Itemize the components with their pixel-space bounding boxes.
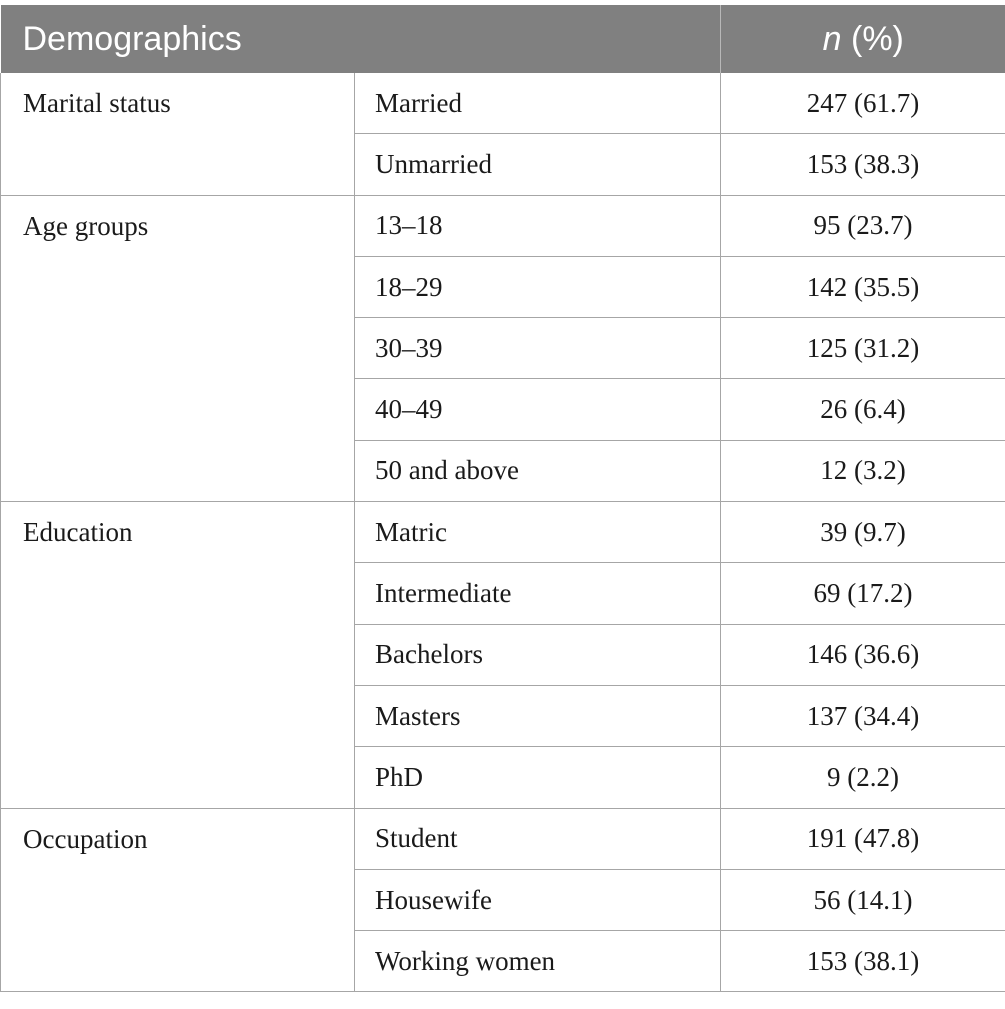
table-body: Marital status Married 247 (61.7) Unmarr… [0, 73, 1005, 993]
table-row: PhD 9 (2.2) [1, 746, 1005, 809]
table-row: Education Matric 39 (9.7) [0, 501, 1005, 809]
row-value: 125 (31.2) [720, 317, 1005, 380]
row-label: Student [354, 808, 721, 870]
row-label: 40–49 [354, 378, 721, 441]
row-value: 247 (61.7) [720, 73, 1005, 135]
row-label: Masters [354, 685, 721, 748]
table-row: 18–29 142 (35.5) [1, 256, 1005, 319]
table-row: 30–39 125 (31.2) [1, 317, 1005, 380]
row-label: Intermediate [354, 562, 721, 625]
row-label: Matric [354, 501, 721, 564]
row-value: 69 (17.2) [720, 562, 1005, 625]
row-value: 153 (38.3) [720, 133, 1005, 196]
row-label: 30–39 [354, 317, 721, 380]
header-n-percent: n (%) [720, 5, 1005, 73]
row-value: 12 (3.2) [720, 440, 1005, 503]
table-row: 40–49 26 (6.4) [1, 378, 1005, 441]
table-row: Housewife 56 (14.1) [1, 869, 1005, 932]
category-marital-status: Marital status [0, 73, 355, 196]
row-label: Working women [354, 930, 721, 993]
table-row: Bachelors 146 (36.6) [1, 624, 1005, 686]
category-education: Education [0, 501, 355, 809]
row-label: 50 and above [354, 440, 721, 503]
category-age-groups: Age groups [0, 195, 355, 503]
table-row: Unmarried 153 (38.3) [1, 133, 1005, 196]
row-value: 95 (23.7) [720, 195, 1005, 257]
row-value: 137 (34.4) [720, 685, 1005, 748]
table-row: 50 and above 12 (3.2) [1, 440, 1005, 503]
header-percent: (%) [841, 19, 904, 58]
header-row: Demographics n (%) [0, 5, 1005, 73]
row-label: Housewife [354, 869, 721, 932]
row-value: 9 (2.2) [720, 746, 1005, 809]
row-label: Married [354, 73, 721, 135]
row-value: 26 (6.4) [720, 378, 1005, 441]
row-value: 142 (35.5) [720, 256, 1005, 319]
demographics-table: Demographics n (%) Marital status Marrie… [0, 5, 1005, 993]
header-demographics: Demographics [0, 5, 721, 73]
header-n: n [822, 19, 842, 58]
table-row: Marital status Married 247 (61.7) [0, 73, 1005, 196]
row-label: PhD [354, 746, 721, 809]
row-label: Bachelors [354, 624, 721, 686]
table-row: Age groups 13–18 95 (23.7) [0, 195, 1005, 503]
row-value: 153 (38.1) [720, 930, 1005, 993]
table-row: Occupation Student 191 (47.8) [0, 808, 1005, 993]
table-row: Working women 153 (38.1) [1, 930, 1005, 993]
category-occupation: Occupation [0, 808, 355, 993]
row-value: 56 (14.1) [720, 869, 1005, 932]
row-value: 39 (9.7) [720, 501, 1005, 564]
row-label: 13–18 [354, 195, 721, 257]
table-row: Intermediate 69 (17.2) [1, 562, 1005, 625]
table-header: Demographics n (%) [0, 5, 1005, 73]
row-value: 191 (47.8) [720, 808, 1005, 870]
row-label: Unmarried [354, 133, 721, 196]
table-row: Masters 137 (34.4) [1, 685, 1005, 748]
row-label: 18–29 [354, 256, 721, 319]
row-value: 146 (36.6) [720, 624, 1005, 686]
